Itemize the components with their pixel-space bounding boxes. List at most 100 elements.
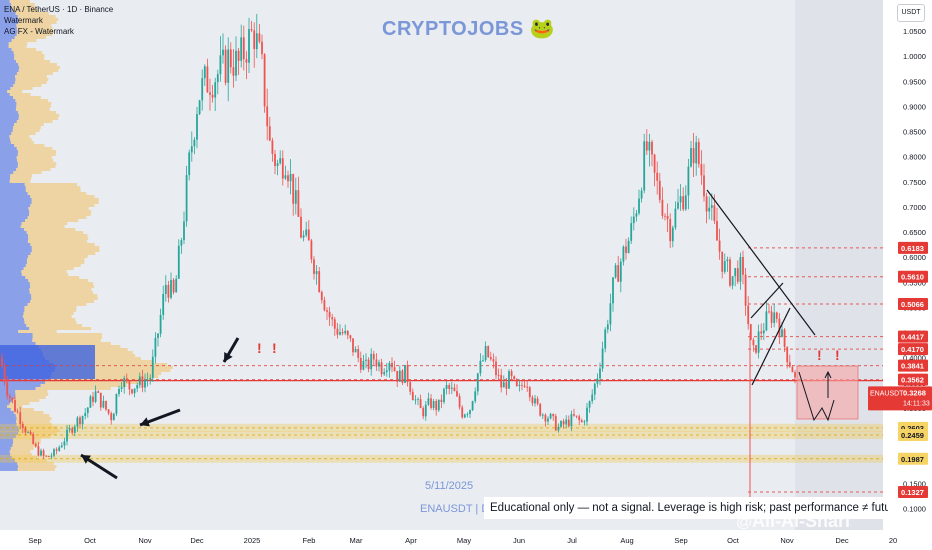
vp-poc-blue <box>0 345 95 379</box>
vp-bar-blue <box>0 9 13 12</box>
candle <box>708 207 711 212</box>
vp-bar-orange <box>16 417 52 420</box>
indicator-ag-fx[interactable]: AG FX - Watermark <box>4 27 74 36</box>
vp-bar-blue <box>0 156 17 159</box>
vp-bar-blue <box>0 33 17 36</box>
vp-bar-orange <box>28 255 88 258</box>
vp-bar-orange <box>18 162 57 165</box>
y-tick-label: 0.8000 <box>903 153 926 162</box>
candle <box>586 407 588 422</box>
candle <box>287 175 289 182</box>
author-signature: Ali-Al-Shari <box>752 511 851 531</box>
candle <box>357 348 360 358</box>
candle <box>411 391 414 401</box>
vp-bar-orange <box>14 54 45 57</box>
vp-bar-blue <box>0 408 11 411</box>
candle <box>591 394 594 402</box>
vp-bar-orange <box>21 273 69 276</box>
vp-bar-orange <box>16 24 52 27</box>
x-tick-label: Jul <box>567 536 577 545</box>
vp-bar-orange <box>15 108 50 111</box>
candle <box>19 412 22 425</box>
candle <box>398 370 401 382</box>
candle <box>435 401 438 411</box>
candle <box>29 432 32 435</box>
y-tick-label: 0.1500 <box>903 479 926 488</box>
currency-button[interactable]: USDT <box>897 4 925 22</box>
vp-bar-orange <box>48 360 153 363</box>
candle <box>505 382 508 389</box>
vp-bar-blue <box>0 114 19 117</box>
level-tag-0.4170: 0.4170 <box>901 345 924 354</box>
level-tag-0.4417: 0.4417 <box>901 333 924 342</box>
vp-bar-blue <box>0 261 27 264</box>
candle <box>562 421 565 425</box>
candle <box>133 388 136 394</box>
x-tick-label: Dec <box>835 536 849 545</box>
vp-bar-blue <box>0 177 11 180</box>
candle <box>482 360 484 361</box>
vp-bar-orange <box>9 135 30 138</box>
vp-bar-blue <box>0 213 30 216</box>
candle <box>666 215 669 220</box>
vp-bar-orange <box>12 129 40 132</box>
candle <box>240 37 243 61</box>
candle <box>781 329 783 337</box>
support-band-2 <box>0 431 883 440</box>
candle <box>404 365 406 383</box>
candle <box>414 399 417 401</box>
vp-bar-blue <box>0 96 14 99</box>
volume-profile <box>0 0 173 471</box>
vp-bar-orange <box>25 186 81 189</box>
candle <box>263 54 266 107</box>
vp-bar-orange <box>11 39 37 42</box>
candle <box>526 386 529 388</box>
candle <box>112 413 115 421</box>
candle <box>552 413 555 417</box>
vp-bar-orange <box>50 375 159 378</box>
candle <box>541 414 544 416</box>
vp-bar-orange <box>25 264 81 267</box>
candle <box>336 328 339 335</box>
candle <box>214 82 217 98</box>
level-tag-bg-0.4170 <box>898 343 928 356</box>
candle <box>211 94 214 98</box>
symbol-line[interactable]: ENA / TetherUS · 1D · Binance <box>4 5 114 14</box>
indicator-watermark[interactable]: Watermark <box>4 16 43 25</box>
candle <box>188 152 191 176</box>
candle <box>495 361 497 376</box>
level-tag-0.5610: 0.5610 <box>901 273 924 282</box>
candle <box>588 401 591 408</box>
vp-bar-orange <box>17 468 56 471</box>
vp-bar-blue <box>0 204 31 207</box>
candle <box>674 208 677 228</box>
candle <box>409 382 412 392</box>
candle <box>391 362 393 368</box>
vp-bar-blue <box>0 279 29 282</box>
vp-bar-orange <box>13 438 41 441</box>
author-at-icon: @ <box>736 514 753 531</box>
candle <box>788 362 791 367</box>
vp-bar-blue <box>0 18 19 21</box>
candle <box>193 139 196 147</box>
vp-bar-blue <box>0 198 32 201</box>
candle <box>739 257 742 282</box>
y-tick-label: 0.7500 <box>903 178 926 187</box>
candle <box>185 175 188 222</box>
candle <box>42 450 45 456</box>
vp-bar-orange <box>10 408 34 411</box>
candle <box>396 370 399 382</box>
vp-bar-orange <box>17 159 54 162</box>
level-tag-bg-0.6183 <box>898 241 928 254</box>
candle <box>380 362 383 375</box>
level-tag-bg-0.3562 <box>898 373 928 386</box>
projection-arrow-head <box>824 370 832 379</box>
vp-bar-orange <box>13 51 43 54</box>
vp-bar-blue <box>0 165 18 168</box>
vp-bar-orange <box>32 339 101 342</box>
vp-bar-orange <box>10 141 34 144</box>
candle <box>50 455 53 457</box>
candle <box>297 190 300 217</box>
